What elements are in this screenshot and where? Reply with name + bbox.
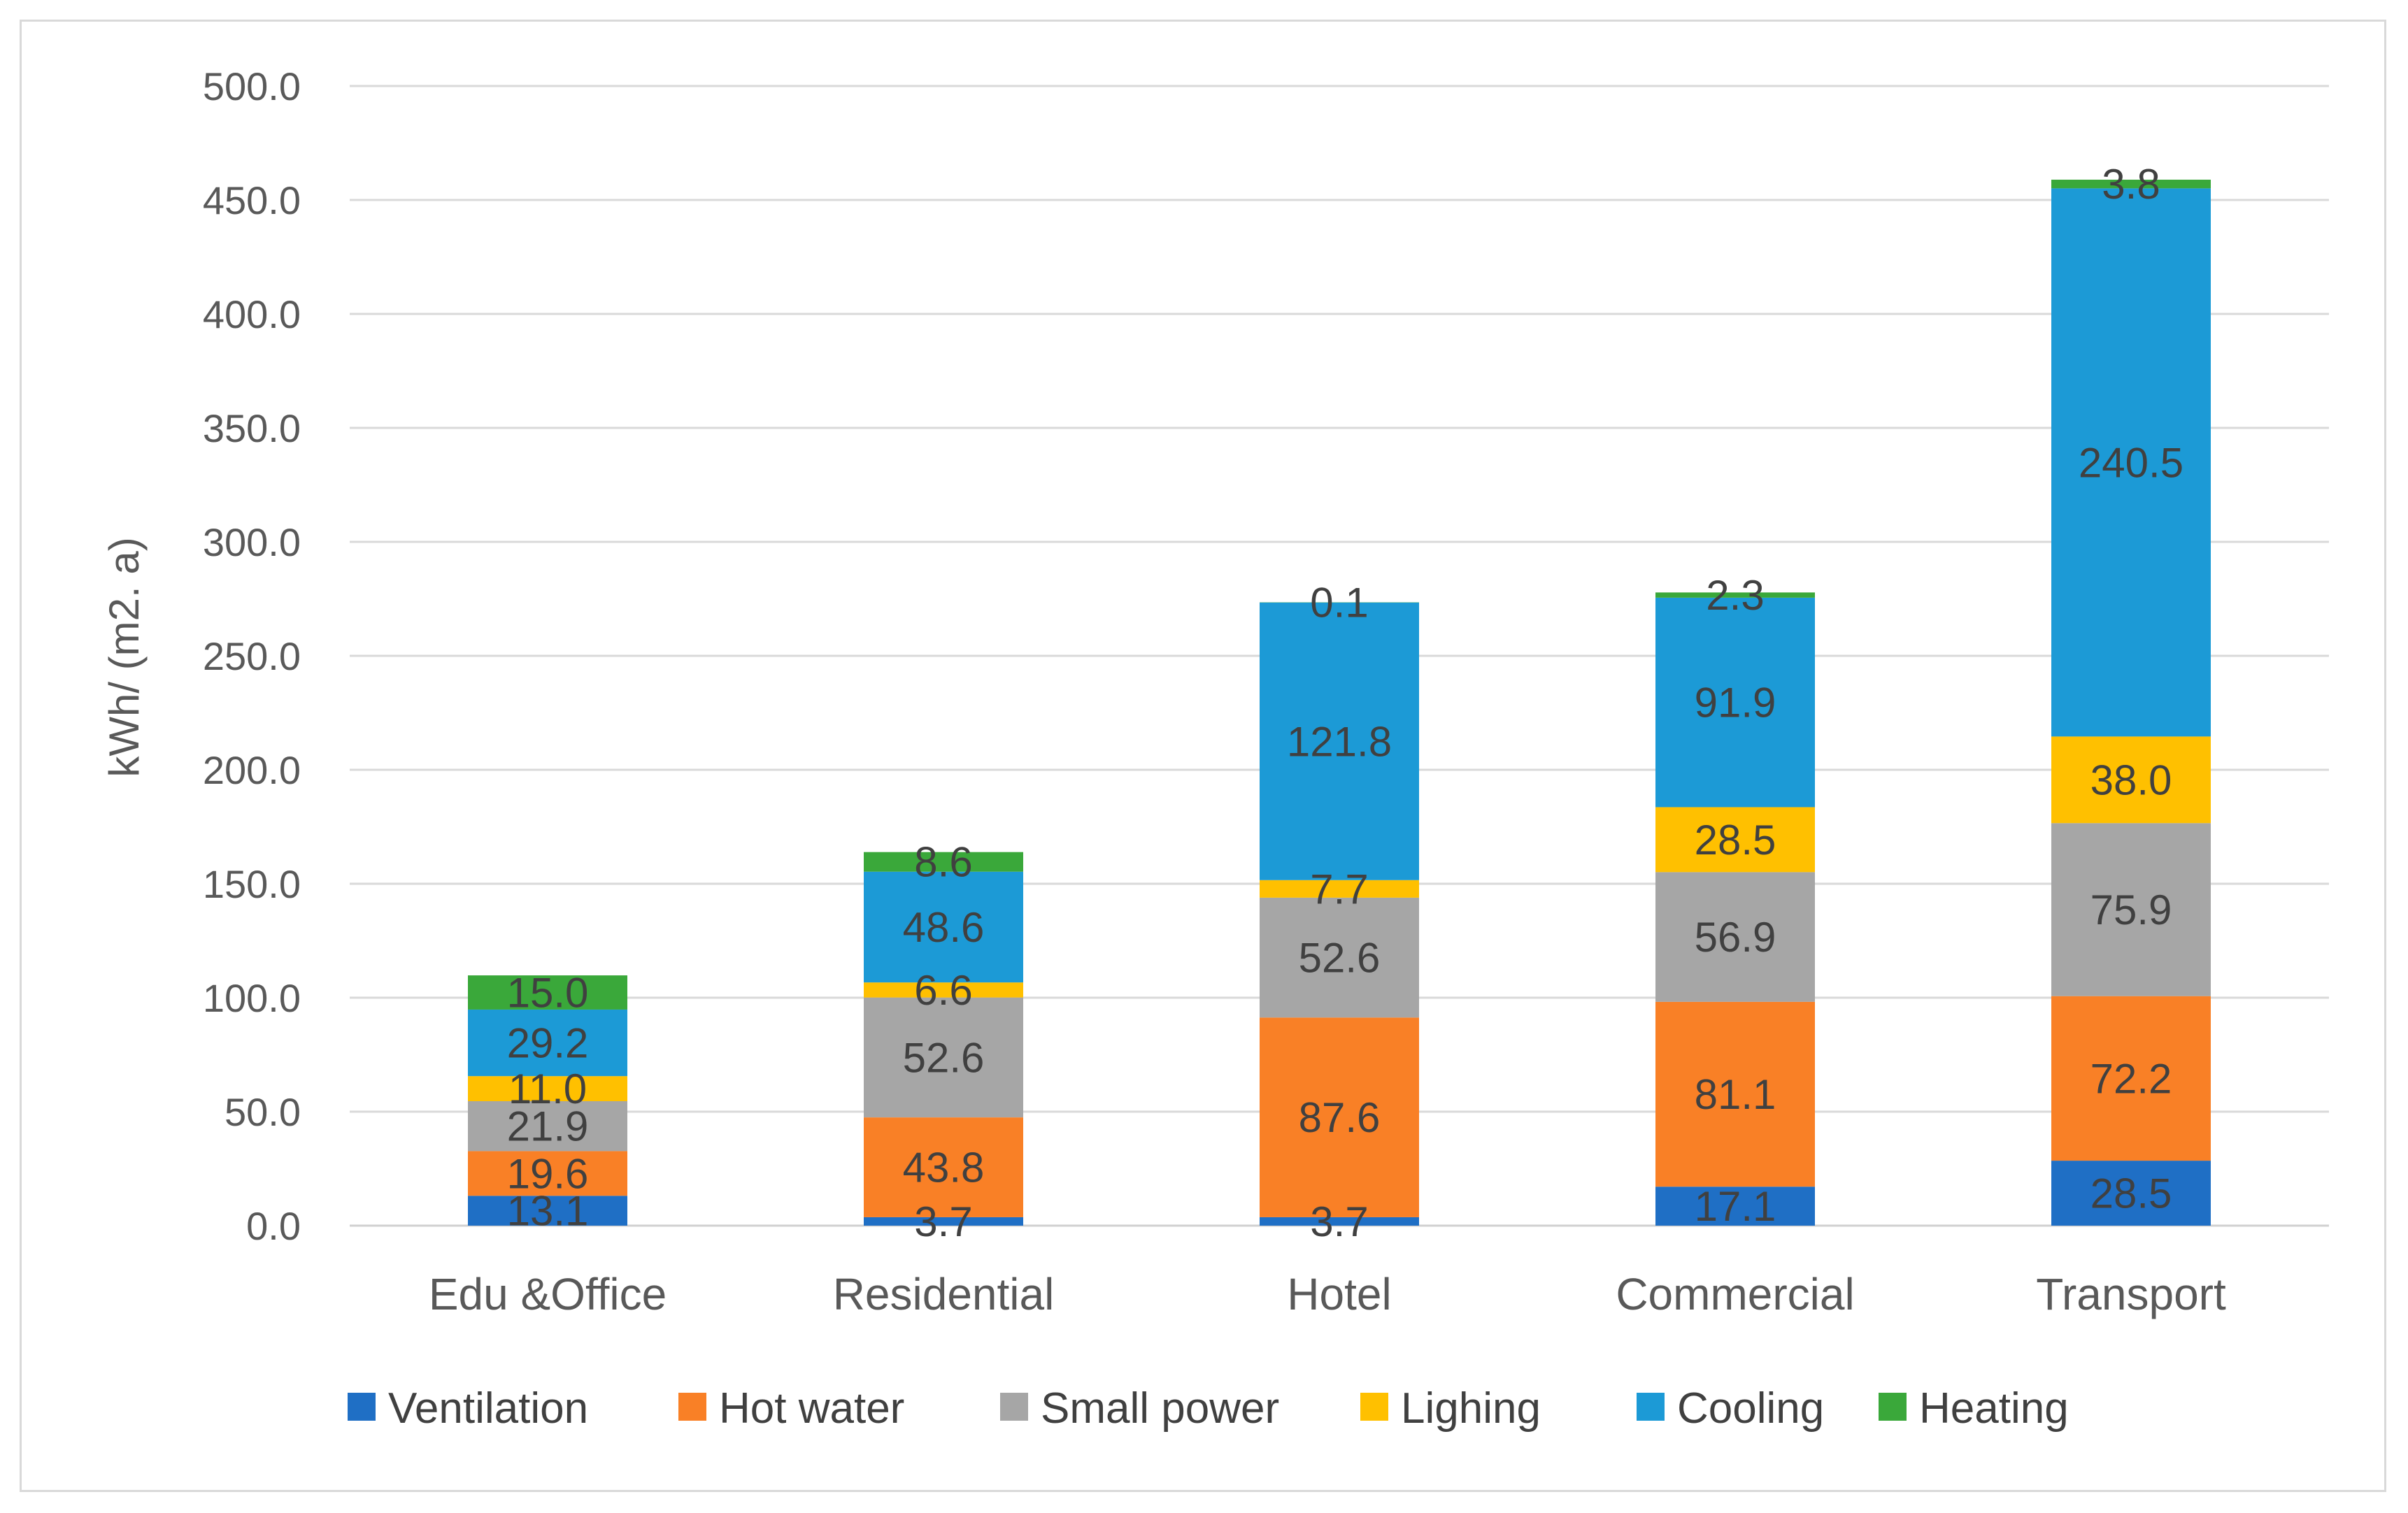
y-tick-label: 0.0	[246, 1204, 301, 1248]
y-tick-label: 500.0	[203, 64, 301, 108]
y-axis-ticks: 0.0 50.0 100.0 150.0 200.0 250.0 300.0 350.0 400…	[203, 64, 301, 1248]
data-label: 28.5	[2090, 1170, 2172, 1217]
bar-segment	[468, 1196, 627, 1226]
y-tick-label: 100.0	[203, 976, 301, 1020]
data-label: 21.9	[507, 1103, 589, 1150]
y-tick-label: 400.0	[203, 292, 301, 336]
bar-segment	[2051, 188, 2211, 737]
x-category-label: Edu &Office	[429, 1269, 667, 1319]
data-label: 11.0	[508, 1066, 587, 1112]
x-category-label: Hotel	[1287, 1269, 1391, 1319]
bar-segment	[2051, 179, 2211, 189]
bar-segment	[2051, 1161, 2211, 1226]
data-label: 91.9	[1695, 680, 1776, 726]
data-label: 3.7	[914, 1198, 972, 1245]
data-label: 43.8	[903, 1145, 985, 1191]
data-label: 19.6	[507, 1150, 589, 1197]
bar-segment	[864, 871, 1023, 983]
chart-area	[20, 20, 2386, 1492]
data-label: 3.8	[2102, 161, 2160, 208]
bar-segment	[1655, 1186, 1815, 1226]
legend-item-label: Ventilation	[388, 1384, 588, 1433]
data-label: 38.0	[2090, 756, 2172, 803]
data-label: 48.6	[903, 904, 985, 951]
legend-swatch	[1360, 1393, 1388, 1421]
gridlines	[350, 85, 2329, 1227]
bar-segment	[468, 1151, 627, 1196]
y-tick-label: 200.0	[203, 748, 301, 792]
bar-segment	[2051, 736, 2211, 824]
data-label: 0.1	[1310, 580, 1368, 626]
bar-segment	[2051, 823, 2211, 996]
y-tick-label: 350.0	[203, 406, 301, 450]
data-label: 13.1	[507, 1188, 589, 1235]
data-label: 81.1	[1695, 1071, 1776, 1118]
legend-item-label: Cooling	[1677, 1384, 1824, 1433]
x-axis-categories: Edu &Office Residential Hotel Commercial Tra…	[429, 1269, 2226, 1319]
bar-segment	[864, 852, 1023, 872]
legend-item-label: Small power	[1041, 1384, 1279, 1433]
legend-swatch	[678, 1393, 706, 1421]
bar-segment	[2051, 996, 2211, 1161]
legend-item-label: Hot water	[719, 1384, 904, 1433]
y-axis-title: kWh/ (m2. a)	[101, 537, 148, 777]
data-label: 6.6	[914, 967, 972, 1014]
data-label: 7.7	[1310, 866, 1368, 912]
bars	[468, 179, 2211, 1226]
bar-segment	[468, 1009, 627, 1077]
data-label: 75.9	[2090, 887, 2172, 933]
data-label: 72.2	[2090, 1055, 2172, 1102]
legend: Ventilation Hot water Small power Lighing Co…	[348, 1384, 2069, 1433]
data-label: 52.6	[1299, 935, 1381, 982]
bar-segment	[1260, 1017, 1419, 1217]
bar-segment	[1655, 1001, 1815, 1187]
data-label: 52.6	[903, 1034, 985, 1081]
legend-swatch	[1000, 1393, 1028, 1421]
x-category-label: Transport	[2036, 1269, 2226, 1319]
bar-segment	[468, 1076, 627, 1102]
data-label: 28.5	[1695, 817, 1776, 863]
data-label: 121.8	[1287, 718, 1392, 765]
data-label: 8.6	[914, 839, 972, 886]
legend-item-label: Heating	[1919, 1384, 2069, 1433]
y-tick-label: 450.0	[203, 178, 301, 222]
data-label: 3.7	[1310, 1198, 1368, 1245]
data-label: 87.6	[1299, 1094, 1381, 1141]
data-label: 17.1	[1695, 1183, 1776, 1230]
bar-segment	[1260, 1217, 1419, 1226]
data-labels: 13.119.621.911.029.215.0 3.7 43.8 52.6 6.6 48…	[507, 161, 2183, 1245]
x-category-label: Commercial	[1616, 1269, 1854, 1319]
bar-segment	[864, 997, 1023, 1118]
bar-segment	[468, 975, 627, 1010]
bar-segment	[864, 982, 1023, 998]
y-tick-label: 150.0	[203, 862, 301, 906]
data-label: 240.5	[2079, 439, 2183, 486]
bar-segment	[864, 1217, 1023, 1226]
legend-swatch	[348, 1393, 376, 1421]
bar-segment	[864, 1117, 1023, 1217]
legend-item-label: Lighing	[1401, 1384, 1541, 1433]
bar-segment	[1655, 872, 1815, 1002]
bar-segment	[1260, 897, 1419, 1018]
data-label: 56.9	[1695, 914, 1776, 961]
legend-swatch	[1879, 1393, 1907, 1421]
y-tick-label: 250.0	[203, 634, 301, 678]
bar-segment	[1655, 807, 1815, 873]
bar-segment	[1655, 592, 1815, 598]
y-tick-label: 300.0	[203, 520, 301, 564]
data-label: 29.2	[507, 1020, 589, 1067]
bar-segment	[468, 1101, 627, 1152]
data-label: 2.3	[1706, 572, 1764, 619]
bar-segment	[1260, 880, 1419, 898]
y-tick-label: 50.0	[225, 1090, 301, 1134]
legend-swatch	[1637, 1393, 1665, 1421]
data-label: 15.0	[507, 970, 589, 1017]
x-category-label: Residential	[833, 1269, 1055, 1319]
bar-segment	[1260, 602, 1419, 880]
bar-segment	[1655, 597, 1815, 808]
